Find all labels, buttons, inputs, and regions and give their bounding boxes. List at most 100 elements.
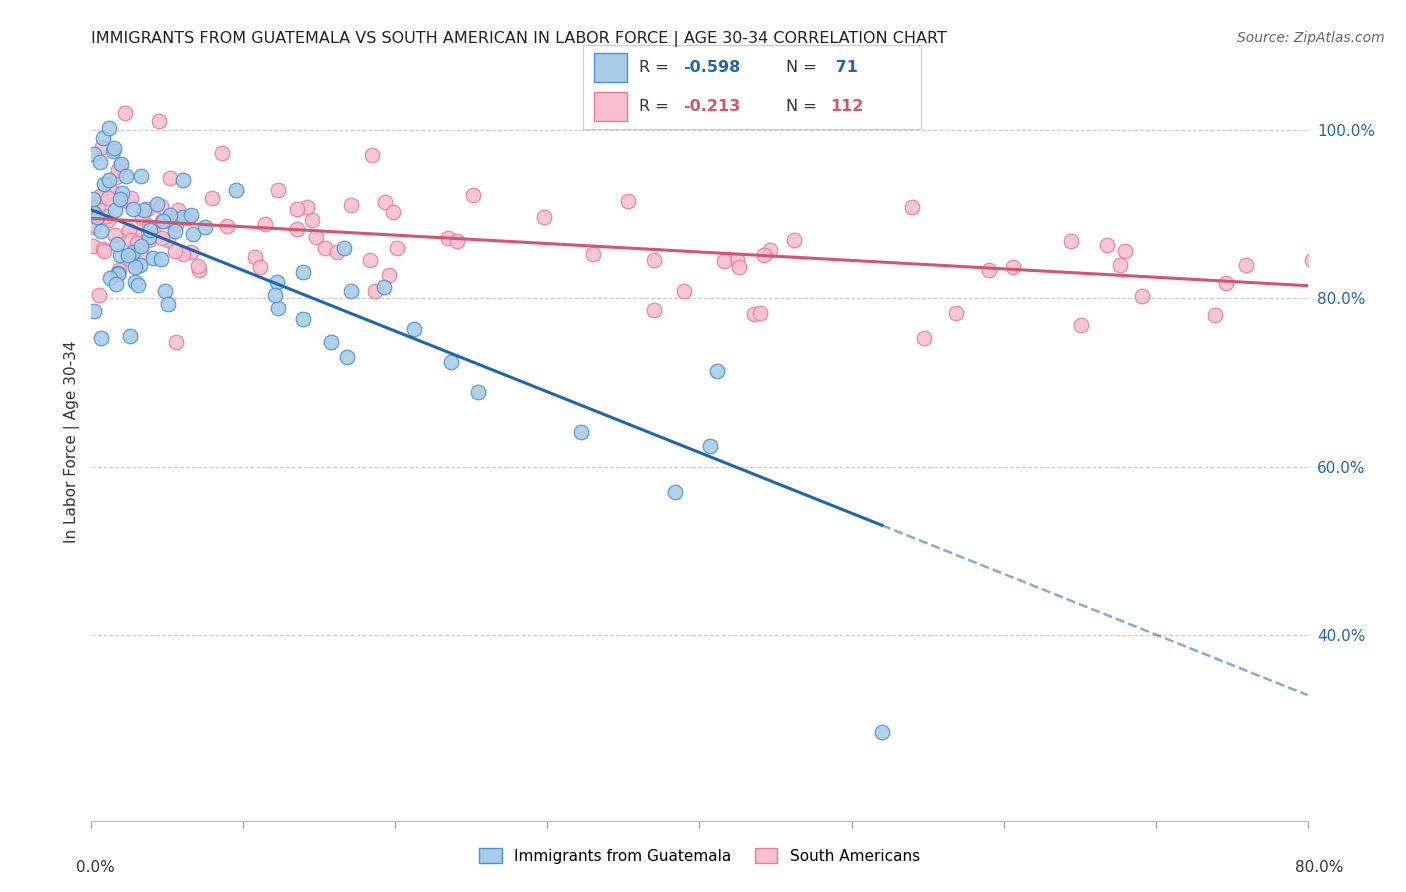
Point [94,209,117,223]
Point [117,248,139,262]
Point [752,248,775,262]
Point [167,202,190,217]
Point [142,252,165,266]
Point [120,329,142,343]
Point [83,147,105,161]
Point [201,191,224,205]
Point [467,385,489,400]
Point [108,248,131,262]
Point [153,284,176,298]
Point [912,331,935,345]
Point [266,301,288,315]
Point [89,331,111,345]
Point [901,201,924,215]
Point [159,208,181,222]
Point [129,169,152,184]
Point [725,252,748,267]
Point [107,162,129,177]
Point [148,114,170,128]
Point [581,247,603,261]
Point [1204,308,1226,322]
Point [122,245,145,260]
Point [142,226,165,240]
Point [211,146,233,161]
Point [129,258,152,272]
Point [124,275,146,289]
Point [945,306,967,320]
Point [150,214,173,228]
Point [150,199,173,213]
Point [340,197,363,211]
Point [97,191,120,205]
Point [249,260,271,274]
Point [446,234,468,248]
Point [291,265,314,279]
Point [122,226,145,240]
Point [157,233,180,247]
Point [336,351,359,365]
Text: R =: R = [640,60,673,75]
Point [742,307,765,321]
Point [93,177,115,191]
Point [699,438,721,452]
Point [120,190,142,204]
Text: Source: ZipAtlas.com: Source: ZipAtlas.com [1237,31,1385,45]
Point [122,202,145,216]
Point [664,484,686,499]
Point [759,243,782,257]
Point [1301,252,1323,267]
Point [1234,258,1257,272]
Point [165,224,187,238]
Point [870,725,893,739]
Point [1382,310,1405,324]
Point [1130,289,1153,303]
Point [97,212,120,227]
Point [285,202,308,216]
Point [96,187,118,202]
Point [378,268,401,282]
Text: 80.0%: 80.0% [1295,860,1343,874]
Point [172,173,194,187]
Point [172,211,194,225]
Point [165,334,187,349]
Point [361,147,384,161]
Point [114,106,136,120]
Point [86,211,108,225]
Point [87,198,110,212]
Point [1306,213,1329,227]
Point [706,364,728,378]
Point [110,186,132,200]
Point [225,183,247,197]
Point [1108,259,1130,273]
Point [82,192,104,206]
Point [727,260,749,274]
Point [364,284,387,298]
Point [165,218,187,232]
Point [404,321,426,335]
Point [333,241,356,255]
FancyBboxPatch shape [593,92,627,120]
Point [134,202,156,217]
Point [105,236,128,251]
Point [84,211,107,225]
Point [1215,276,1237,290]
Point [138,234,160,248]
Point [359,252,381,267]
Point [339,284,361,298]
Point [253,217,276,231]
Point [103,141,125,155]
Point [125,235,148,250]
Point [215,219,238,234]
Point [98,271,121,285]
Point [187,263,209,277]
Point [291,311,314,326]
Point [111,193,134,207]
Point [295,200,318,214]
Point [93,244,115,258]
Point [163,244,186,259]
Text: -0.213: -0.213 [683,99,741,114]
Point [89,154,111,169]
Point [385,241,408,255]
Point [82,197,104,211]
FancyBboxPatch shape [593,54,627,82]
